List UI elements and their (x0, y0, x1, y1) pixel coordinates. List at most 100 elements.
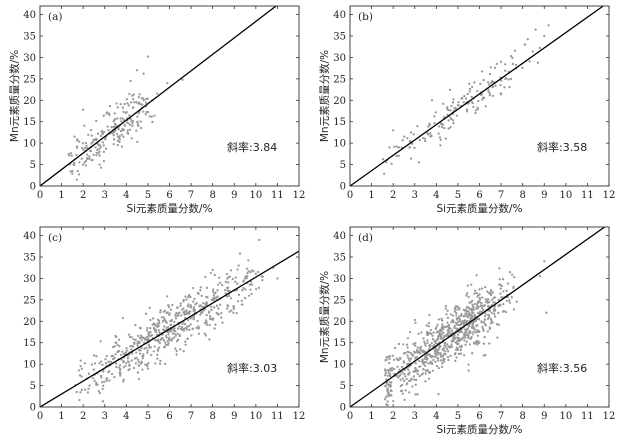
data-point (392, 399, 395, 403)
data-point (454, 359, 457, 362)
data-point (96, 148, 99, 151)
data-point (134, 362, 138, 365)
data-point (104, 137, 107, 141)
data-point (101, 363, 104, 366)
data-point (212, 288, 215, 291)
data-point (465, 292, 469, 295)
data-point (431, 369, 435, 372)
y-tick-label: 25 (23, 295, 36, 306)
data-point (543, 34, 546, 38)
data-point (418, 365, 421, 368)
data-point (397, 146, 401, 149)
data-point (427, 362, 430, 365)
data-point (468, 343, 472, 346)
data-point (462, 321, 466, 324)
data-point (427, 322, 431, 325)
data-point (506, 282, 510, 285)
data-point (464, 97, 468, 100)
data-point (211, 290, 215, 293)
data-point (477, 294, 480, 297)
plot-frame (39, 5, 300, 187)
data-point (386, 394, 389, 397)
data-point (467, 333, 470, 337)
data-point (98, 154, 101, 157)
data-point (400, 389, 404, 392)
data-point (465, 310, 468, 313)
x-tick-label: 2 (390, 190, 396, 201)
data-point (466, 92, 469, 96)
data-point (130, 336, 133, 339)
data-point (205, 286, 209, 289)
data-point (93, 354, 96, 357)
data-point (478, 310, 482, 313)
data-point (158, 342, 162, 345)
data-point (75, 178, 78, 181)
y-tick-label: 40 (333, 231, 346, 242)
data-point (504, 77, 507, 81)
data-point (140, 126, 143, 130)
data-point (85, 144, 88, 147)
data-point (103, 130, 106, 134)
data-point (141, 103, 144, 106)
data-point (226, 281, 230, 284)
data-point (459, 348, 463, 352)
data-point (389, 385, 392, 388)
data-point (140, 97, 144, 100)
data-point (220, 311, 223, 315)
data-point (439, 355, 443, 359)
data-point (414, 362, 417, 365)
data-point (413, 370, 416, 373)
data-point (125, 98, 129, 101)
data-point (382, 172, 386, 175)
data-point (439, 333, 442, 336)
data-point (457, 352, 461, 356)
y-tick-label: 5 (30, 381, 36, 392)
data-point (92, 153, 95, 157)
data-point (172, 329, 175, 332)
data-point (98, 362, 101, 365)
y-tick-label: 30 (23, 274, 36, 285)
y-tick-label: 25 (333, 74, 346, 85)
slope-annotation: 斜率:3.58 (537, 140, 587, 154)
data-point (462, 354, 466, 357)
x-tick-label: 4 (123, 190, 129, 201)
data-point (436, 330, 439, 333)
data-point (179, 304, 182, 308)
data-point (418, 350, 421, 354)
data-point (216, 312, 219, 315)
data-point (486, 301, 489, 304)
data-point (207, 310, 211, 313)
x-tick-label: 10 (559, 411, 572, 422)
data-point (454, 305, 457, 308)
data-point (414, 321, 417, 325)
data-point (440, 319, 444, 322)
data-point (437, 392, 440, 396)
data-point (426, 133, 430, 136)
data-point (178, 333, 182, 337)
data-point (197, 292, 200, 296)
data-point (151, 323, 154, 326)
data-point (394, 346, 397, 350)
data-point (227, 294, 231, 298)
data-point (116, 106, 119, 109)
data-point (455, 317, 459, 320)
data-point (254, 272, 257, 275)
data-point (116, 350, 120, 354)
x-tick-label: 2 (80, 411, 86, 422)
data-point (135, 129, 138, 132)
data-point (489, 322, 493, 325)
data-point (148, 346, 151, 349)
data-point (444, 345, 447, 348)
data-point (511, 62, 515, 66)
data-point (402, 379, 406, 383)
data-point (453, 324, 456, 327)
data-point (423, 137, 427, 140)
data-point (240, 299, 243, 302)
data-point (197, 325, 200, 328)
data-point (184, 310, 188, 313)
data-point (112, 133, 115, 137)
points-group (74, 238, 279, 403)
data-point (483, 318, 487, 321)
data-point (118, 140, 121, 144)
data-point (465, 108, 469, 111)
